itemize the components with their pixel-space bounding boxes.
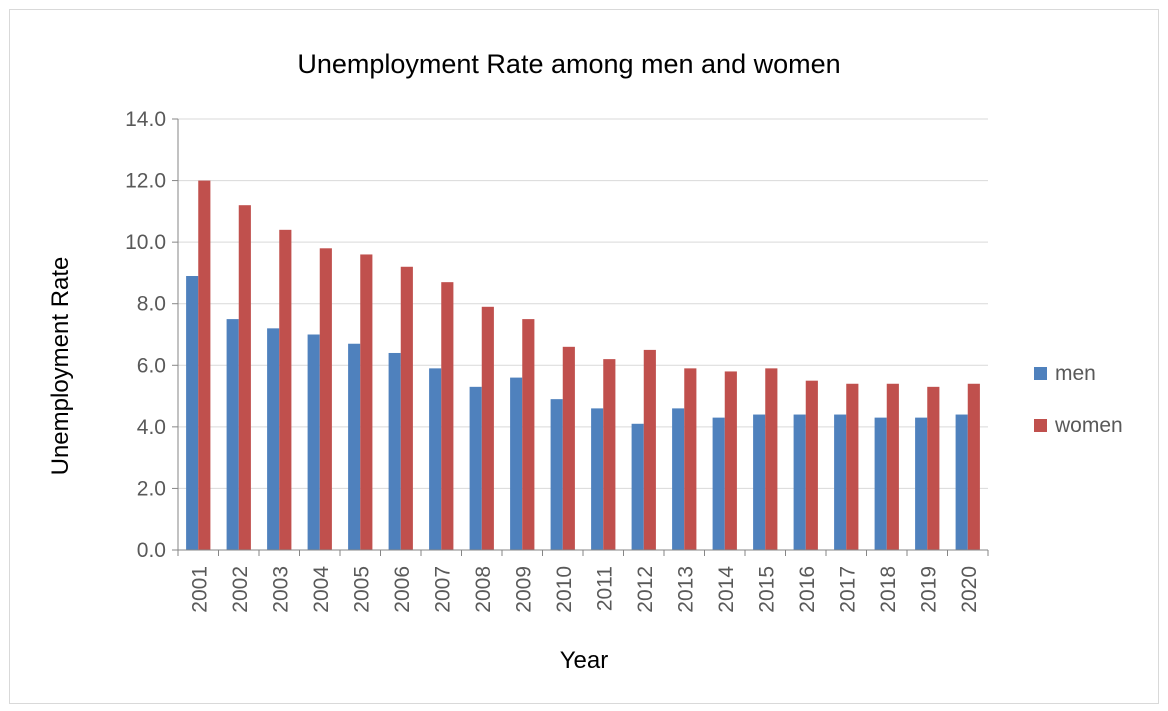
bar-women-2004	[319, 248, 332, 551]
bar-women-2011	[603, 359, 616, 550]
bar-men-2016	[793, 414, 806, 550]
gridlines	[178, 118, 988, 489]
bar-men-2014	[712, 417, 725, 550]
x-tick-label: 2018	[877, 566, 900, 613]
legend-label-men: men	[1055, 362, 1096, 385]
bar-men-2018	[874, 417, 887, 550]
x-tick-label: 2001	[188, 566, 211, 613]
bar-men-2006	[388, 352, 401, 550]
x-tick-label: 2017	[836, 566, 859, 613]
y-axis-title: Unemployment Rate	[47, 257, 74, 476]
x-tick-label: 2011	[593, 566, 616, 611]
bar-women-2003	[279, 229, 292, 551]
bar-men-2009	[510, 377, 523, 550]
bars	[186, 180, 980, 551]
y-tick-labels: 0.0 2.0 4.0 6.0 8.0 10.0 12.0 14.0	[125, 108, 179, 562]
x-tick-label: 2002	[229, 566, 252, 613]
bar-men-2002	[226, 319, 239, 550]
y-tick-label: 6.0	[137, 354, 166, 377]
bar-men-2007	[429, 368, 442, 550]
legend: men women	[1034, 362, 1123, 437]
x-tick-label: 2004	[310, 566, 333, 613]
bar-women-2005	[360, 254, 373, 550]
bar-women-2010	[562, 346, 575, 550]
x-tick-label: 2014	[715, 566, 738, 613]
x-tick-label: 2008	[472, 566, 495, 613]
bar-women-2007	[441, 282, 454, 550]
bar-women-2012	[643, 349, 656, 550]
y-tick-label: 4.0	[137, 416, 166, 439]
legend-label-women: women	[1054, 414, 1123, 437]
x-tick-label: 2009	[512, 566, 535, 613]
legend-swatch-men	[1034, 367, 1047, 380]
y-tick-label: 14.0	[125, 108, 166, 131]
bar-women-2020	[967, 383, 980, 550]
bar-women-2015	[765, 368, 778, 550]
y-tick-label: 12.0	[125, 170, 166, 193]
bar-women-2014	[724, 371, 737, 550]
bar-women-2002	[238, 205, 251, 550]
bar-women-2001	[198, 180, 211, 551]
bar-men-2005	[348, 343, 361, 550]
bar-women-2008	[481, 306, 494, 550]
x-tick-label: 2006	[391, 566, 414, 613]
x-axis-title: Year	[560, 647, 609, 674]
bar-men-2003	[267, 328, 280, 550]
bar-men-2004	[307, 334, 320, 550]
y-tick-label: 2.0	[137, 477, 166, 500]
legend-swatch-women	[1034, 419, 1047, 432]
x-tick-label: 2005	[350, 566, 373, 613]
bar-women-2017	[846, 383, 859, 550]
x-tick-label: 2012	[634, 566, 657, 613]
bar-men-2019	[915, 417, 928, 550]
y-tick-label: 10.0	[125, 231, 166, 254]
bar-men-2015	[753, 414, 766, 550]
bar-women-2019	[927, 386, 940, 550]
bar-women-2013	[684, 368, 697, 550]
x-tick-label: 2007	[431, 566, 454, 613]
y-tick-label: 8.0	[137, 293, 166, 316]
y-tick-label: 0.0	[137, 539, 166, 562]
x-tick-label: 2020	[958, 566, 981, 613]
x-tick-label: 2003	[269, 566, 292, 613]
bar-men-2020	[955, 414, 968, 550]
bar-women-2009	[522, 319, 535, 550]
x-tick-label: 2016	[796, 566, 819, 613]
x-tick-label: 2010	[553, 566, 576, 613]
bar-women-2016	[805, 380, 818, 550]
x-tick-label: 2015	[755, 566, 778, 613]
bar-men-2010	[550, 399, 563, 550]
chart-title: Unemployment Rate among men and women	[297, 49, 840, 79]
bar-men-2013	[672, 408, 685, 550]
bar-men-2011	[591, 408, 604, 550]
bar-women-2018	[886, 383, 899, 550]
bar-men-2017	[834, 414, 847, 550]
bar-men-2001	[186, 276, 199, 550]
bar-women-2006	[400, 266, 413, 550]
x-tick-label: 2013	[674, 566, 697, 613]
bar-men-2012	[631, 423, 644, 550]
bar-men-2008	[469, 386, 482, 550]
x-tick-labels: 2001 2002 2003 2004 2005 2006 2007 2008 2009 2010…	[177, 550, 989, 613]
x-tick-label: 2019	[917, 566, 940, 613]
